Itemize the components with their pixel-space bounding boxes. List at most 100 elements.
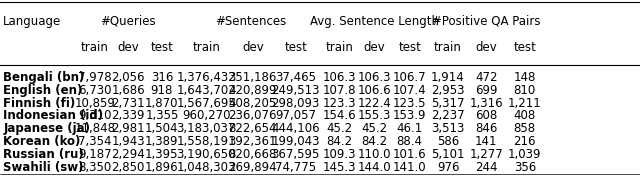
Text: train: train [81, 41, 109, 54]
Text: 1,896: 1,896 [145, 161, 179, 174]
Text: 145.3: 145.3 [323, 161, 356, 174]
Text: train: train [325, 41, 353, 54]
Text: 244: 244 [475, 161, 498, 174]
Text: 1,277: 1,277 [470, 148, 503, 161]
Text: 3,190,650: 3,190,650 [177, 148, 236, 161]
Text: 107.8: 107.8 [323, 84, 356, 97]
Text: 2,850: 2,850 [111, 161, 145, 174]
Text: 45.2: 45.2 [362, 122, 387, 135]
Text: 586: 586 [437, 135, 459, 148]
Text: 269,894: 269,894 [228, 161, 277, 174]
Text: 106.3: 106.3 [323, 71, 356, 84]
Text: train: train [192, 41, 220, 54]
Text: Japanese (ja): Japanese (ja) [3, 122, 90, 135]
Text: 1,914: 1,914 [431, 71, 465, 84]
Text: 351,186: 351,186 [228, 71, 277, 84]
Text: Language: Language [3, 15, 61, 28]
Text: 1,504: 1,504 [145, 122, 179, 135]
Text: 316: 316 [151, 71, 173, 84]
Text: 810: 810 [514, 84, 536, 97]
Text: Indonesian (id): Indonesian (id) [3, 109, 103, 122]
Text: 249,513: 249,513 [271, 84, 320, 97]
Text: 46.1: 46.1 [396, 122, 423, 135]
Text: English (en): English (en) [3, 84, 83, 97]
Text: 107.4: 107.4 [393, 84, 426, 97]
Text: 5,101: 5,101 [431, 148, 465, 161]
Text: 9,187: 9,187 [78, 148, 111, 161]
Text: 122.4: 122.4 [358, 97, 391, 110]
Text: test: test [150, 41, 173, 54]
Text: 699: 699 [475, 84, 498, 97]
Text: 356: 356 [514, 161, 536, 174]
Text: 1,211: 1,211 [508, 97, 541, 110]
Text: 74,775: 74,775 [275, 161, 316, 174]
Text: 153.9: 153.9 [393, 109, 426, 122]
Text: 88.4: 88.4 [397, 135, 422, 148]
Text: 9,310: 9,310 [78, 109, 111, 122]
Text: 106.3: 106.3 [358, 71, 391, 84]
Text: 1,643,702: 1,643,702 [176, 84, 236, 97]
Text: 1,395: 1,395 [145, 148, 179, 161]
Text: 1,389: 1,389 [145, 135, 179, 148]
Text: dev: dev [117, 41, 139, 54]
Text: 8,350: 8,350 [78, 161, 111, 174]
Text: 367,595: 367,595 [271, 148, 320, 161]
Text: dev: dev [242, 41, 264, 54]
Text: test: test [284, 41, 307, 54]
Text: 97,057: 97,057 [275, 109, 316, 122]
Text: test: test [513, 41, 536, 54]
Text: Russian (ru): Russian (ru) [3, 148, 84, 161]
Text: 298,093: 298,093 [271, 97, 320, 110]
Text: Korean (ko): Korean (ko) [3, 135, 81, 148]
Text: 2,294: 2,294 [111, 148, 145, 161]
Text: 1,376,432: 1,376,432 [176, 71, 236, 84]
Text: 7,978: 7,978 [78, 71, 111, 84]
Text: Bengali (bn): Bengali (bn) [3, 71, 84, 84]
Text: 820,668: 820,668 [228, 148, 277, 161]
Text: 2,953: 2,953 [431, 84, 465, 97]
Text: 84.2: 84.2 [326, 135, 352, 148]
Text: test: test [398, 41, 421, 54]
Text: 84.2: 84.2 [362, 135, 387, 148]
Text: 2,339: 2,339 [111, 109, 145, 122]
Text: 1,567,695: 1,567,695 [176, 97, 236, 110]
Text: #Positive QA Pairs: #Positive QA Pairs [432, 15, 541, 28]
Text: 101.6: 101.6 [393, 148, 426, 161]
Text: 918: 918 [151, 84, 173, 97]
Text: 960,270: 960,270 [182, 109, 230, 122]
Text: 2,731: 2,731 [111, 97, 145, 110]
Text: #Sentences: #Sentences [215, 15, 287, 28]
Text: 216: 216 [513, 135, 536, 148]
Text: dev: dev [476, 41, 497, 54]
Text: Finnish (fi): Finnish (fi) [3, 97, 76, 110]
Text: 1,355: 1,355 [145, 109, 179, 122]
Text: 1,048,303: 1,048,303 [177, 161, 236, 174]
Text: 1,943: 1,943 [111, 135, 145, 148]
Text: 11,848: 11,848 [74, 122, 115, 135]
Text: dev: dev [364, 41, 385, 54]
Text: 2,237: 2,237 [431, 109, 465, 122]
Text: 141.0: 141.0 [393, 161, 426, 174]
Text: 392,361: 392,361 [228, 135, 277, 148]
Text: 976: 976 [436, 161, 460, 174]
Text: 123.5: 123.5 [393, 97, 426, 110]
Text: 2,981: 2,981 [111, 122, 145, 135]
Text: 45.2: 45.2 [326, 122, 352, 135]
Text: 472: 472 [475, 71, 498, 84]
Text: 37,465: 37,465 [275, 71, 316, 84]
Text: 10,859: 10,859 [74, 97, 115, 110]
Text: 7,354: 7,354 [78, 135, 111, 148]
Text: 6,730: 6,730 [78, 84, 111, 97]
Text: 155.3: 155.3 [358, 109, 391, 122]
Text: 123.3: 123.3 [323, 97, 356, 110]
Text: 1,316: 1,316 [470, 97, 503, 110]
Text: 141: 141 [475, 135, 498, 148]
Text: 1,870: 1,870 [145, 97, 179, 110]
Text: 3,183,037: 3,183,037 [177, 122, 236, 135]
Text: 109.3: 109.3 [323, 148, 356, 161]
Text: 144.0: 144.0 [358, 161, 391, 174]
Text: Avg. Sentence Length: Avg. Sentence Length [310, 15, 439, 28]
Text: 1,039: 1,039 [508, 148, 541, 161]
Text: 1,558,191: 1,558,191 [176, 135, 236, 148]
Text: 2,056: 2,056 [111, 71, 145, 84]
